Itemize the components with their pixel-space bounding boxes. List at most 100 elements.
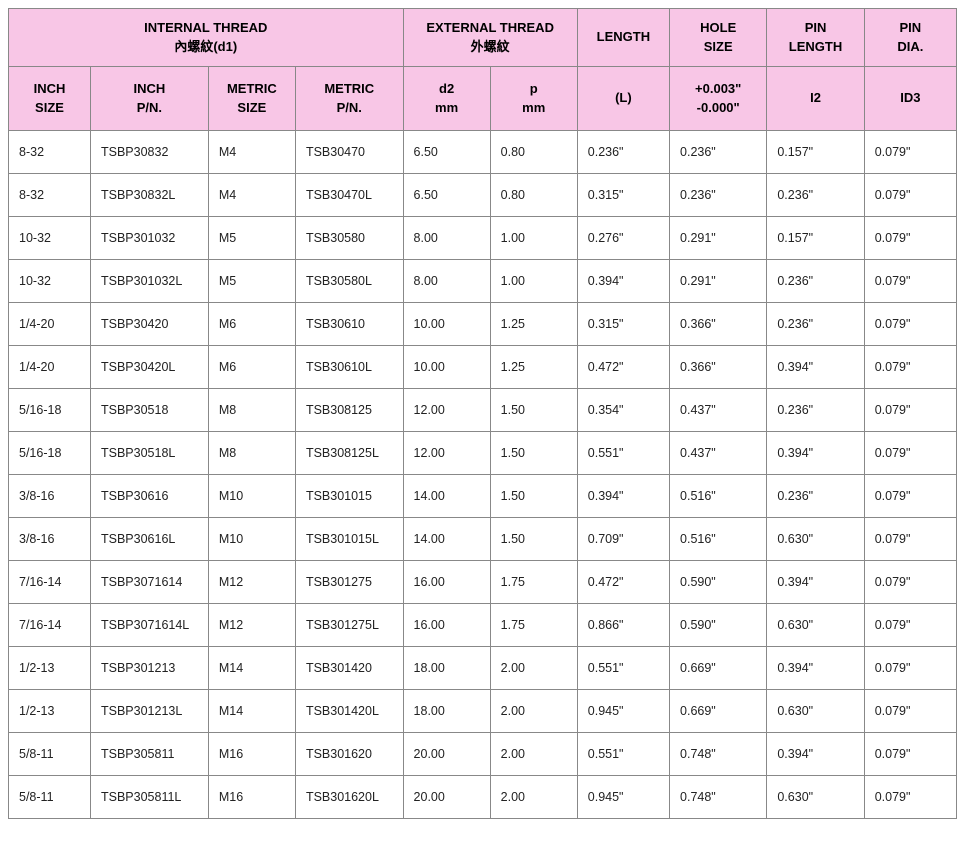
table-cell: M14 <box>208 647 295 690</box>
table-cell: 0.394" <box>767 733 864 776</box>
table-cell: 1.00 <box>490 260 577 303</box>
column-header: INCHP/N. <box>90 67 208 131</box>
table-cell: TSB30470L <box>295 174 403 217</box>
table-cell: 0.079" <box>864 346 956 389</box>
table-cell: 1/2-13 <box>9 647 91 690</box>
column-header: METRICP/N. <box>295 67 403 131</box>
table-cell: 16.00 <box>403 561 490 604</box>
table-cell: TSBP30832 <box>90 131 208 174</box>
column-header: INCH SIZE <box>9 67 91 131</box>
table-row: 8-32TSBP30832LM4TSB30470L6.500.800.315"0… <box>9 174 957 217</box>
table-cell: TSB301620 <box>295 733 403 776</box>
table-cell: 2.00 <box>490 776 577 819</box>
table-cell: TSB30580L <box>295 260 403 303</box>
table-cell: 2.00 <box>490 690 577 733</box>
table-cell: 1/2-13 <box>9 690 91 733</box>
table-cell: 0.236" <box>767 475 864 518</box>
table-cell: 10.00 <box>403 303 490 346</box>
header-text: (L) <box>615 90 632 105</box>
table-row: 5/16-18TSBP30518M8TSB30812512.001.500.35… <box>9 389 957 432</box>
table-cell: TSB301015L <box>295 518 403 561</box>
table-cell: TSB301015 <box>295 475 403 518</box>
header-text: INTERNAL THREAD <box>144 20 267 35</box>
table-cell: 6.50 <box>403 174 490 217</box>
header-text: mm <box>522 100 545 115</box>
table-cell: 0.630" <box>767 776 864 819</box>
table-cell: 7/16-14 <box>9 604 91 647</box>
header-text: I2 <box>810 90 821 105</box>
table-row: 7/16-14TSBP3071614M12TSB30127516.001.750… <box>9 561 957 604</box>
table-cell: TSB301275L <box>295 604 403 647</box>
column-header: I2 <box>767 67 864 131</box>
table-row: 5/16-18TSBP30518LM8TSB308125L12.001.500.… <box>9 432 957 475</box>
table-cell: 0.079" <box>864 303 956 346</box>
table-cell: 8.00 <box>403 217 490 260</box>
header-text: p <box>530 81 538 96</box>
table-cell: 0.394" <box>767 647 864 690</box>
table-cell: 0.945" <box>577 776 669 819</box>
table-cell: 0.291" <box>670 217 767 260</box>
table-row: 7/16-14TSBP3071614LM12TSB301275L16.001.7… <box>9 604 957 647</box>
table-cell: 0.079" <box>864 647 956 690</box>
table-cell: M4 <box>208 131 295 174</box>
table-cell: 0.394" <box>577 260 669 303</box>
table-cell: 3/8-16 <box>9 475 91 518</box>
table-cell: TSB301275 <box>295 561 403 604</box>
column-header: +0.003"-0.000" <box>670 67 767 131</box>
header-text: INCH <box>34 81 66 96</box>
table-cell: 0.236" <box>767 389 864 432</box>
table-cell: 0.590" <box>670 604 767 647</box>
table-row: 5/8-11TSBP305811M16TSB30162020.002.000.5… <box>9 733 957 776</box>
header-text: INCH <box>134 81 166 96</box>
table-cell: TSB30610L <box>295 346 403 389</box>
table-cell: 2.00 <box>490 647 577 690</box>
table-cell: 0.472" <box>577 346 669 389</box>
table-body: 8-32TSBP30832M4TSB304706.500.800.236"0.2… <box>9 131 957 819</box>
table-cell: TSBP30616L <box>90 518 208 561</box>
table-cell: TSBP305811 <box>90 733 208 776</box>
header-text: METRIC <box>324 81 374 96</box>
table-cell: 10-32 <box>9 260 91 303</box>
header-length: LENGTH <box>577 9 669 67</box>
table-cell: 0.394" <box>767 346 864 389</box>
header-text: -0.000" <box>697 100 740 115</box>
table-cell: 18.00 <box>403 690 490 733</box>
table-cell: 0.366" <box>670 346 767 389</box>
table-cell: 0.630" <box>767 604 864 647</box>
table-cell: TSBP301032L <box>90 260 208 303</box>
table-row: 1/2-13TSBP301213LM14TSB301420L18.002.000… <box>9 690 957 733</box>
table-cell: TSBP30518L <box>90 432 208 475</box>
header-text: METRIC <box>227 81 277 96</box>
table-header: INTERNAL THREAD 內螺紋(d1) EXTERNAL THREAD … <box>9 9 957 131</box>
table-cell: 8-32 <box>9 131 91 174</box>
header-text: 外螺紋 <box>471 39 510 54</box>
table-cell: 0.079" <box>864 389 956 432</box>
table-cell: 0.079" <box>864 776 956 819</box>
table-cell: 0.709" <box>577 518 669 561</box>
table-cell: TSB301620L <box>295 776 403 819</box>
column-header: p mm <box>490 67 577 131</box>
table-cell: 0.079" <box>864 174 956 217</box>
table-cell: 16.00 <box>403 604 490 647</box>
table-cell: 1/4-20 <box>9 303 91 346</box>
table-cell: 0.354" <box>577 389 669 432</box>
table-cell: 0.315" <box>577 174 669 217</box>
table-cell: TSBP3071614 <box>90 561 208 604</box>
table-cell: TSBP30832L <box>90 174 208 217</box>
table-cell: TSB308125 <box>295 389 403 432</box>
table-cell: TSB30610 <box>295 303 403 346</box>
table-cell: 1/4-20 <box>9 346 91 389</box>
table-cell: M8 <box>208 432 295 475</box>
table-cell: 0.079" <box>864 733 956 776</box>
table-cell: 8.00 <box>403 260 490 303</box>
header-text: SIZE <box>35 100 64 115</box>
table-cell: M10 <box>208 518 295 561</box>
table-cell: 0.236" <box>670 131 767 174</box>
table-row: 8-32TSBP30832M4TSB304706.500.800.236"0.2… <box>9 131 957 174</box>
column-header: METRICSIZE <box>208 67 295 131</box>
table-cell: 0.079" <box>864 260 956 303</box>
header-text: d2 <box>439 81 454 96</box>
header-text: LENGTH <box>789 39 842 54</box>
table-cell: 1.75 <box>490 604 577 647</box>
column-header: ID3 <box>864 67 956 131</box>
